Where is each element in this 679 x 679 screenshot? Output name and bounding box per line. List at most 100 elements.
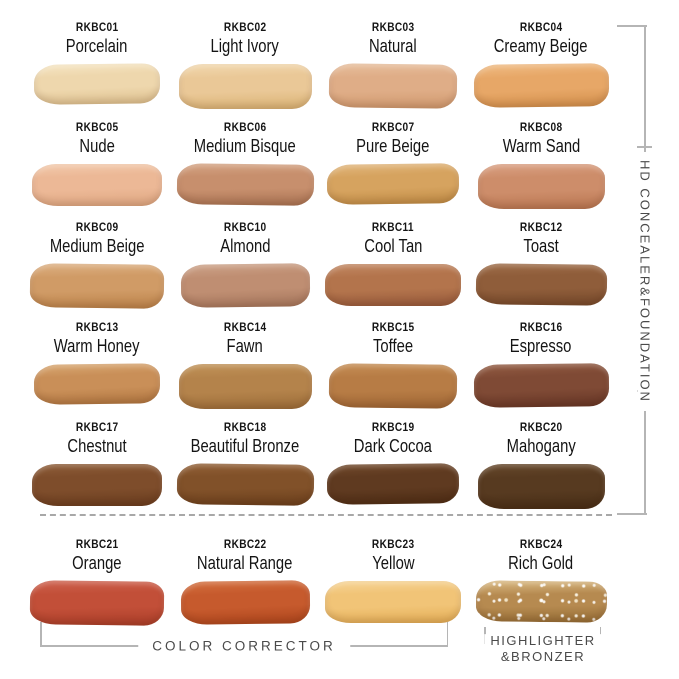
shade-code: RKBC07: [371, 122, 415, 134]
shade-name: Chestnut: [67, 435, 127, 457]
highlighter-bronzer-label: HIGHLIGHTER &BRONZER: [484, 633, 602, 665]
shade-code: RKBC13: [75, 322, 119, 334]
shade-name: Nude: [79, 135, 115, 157]
section-divider: [40, 514, 612, 516]
shade-code: RKBC11: [371, 222, 415, 234]
shade-item: RKBC18 Beautiful Bronze: [171, 414, 319, 514]
shade-name: Fawn: [226, 335, 264, 357]
shade-code: RKBC12: [519, 222, 563, 234]
shade-item: RKBC08 Warm Sand: [467, 114, 615, 214]
shade-item: RKBC06 Medium Bisque: [171, 114, 319, 214]
color-corrector-bracket-left-stub: [40, 622, 42, 646]
corrector-highlighter-grid: RKBC21 Orange RKBC22 Natural Range RKBC23 Yel…: [23, 531, 615, 631]
shade-item: RKBC15 Toffee: [319, 314, 467, 414]
shade-swatch: [176, 463, 314, 506]
shade-swatch: [326, 463, 460, 505]
right-bracket-bottom-corner: [617, 513, 647, 515]
shade-item: RKBC16 Espresso: [467, 314, 615, 414]
shade-name: Medium Bisque: [193, 135, 296, 157]
right-bracket-top-corner: [617, 25, 647, 27]
shade-code: RKBC16: [519, 322, 563, 334]
shade-item: RKBC02 Light Ivory: [171, 14, 319, 114]
shade-item: RKBC14 Fawn: [171, 314, 319, 414]
color-corrector-label: COLOR CORRECTOR: [138, 637, 350, 655]
concealer-foundation-grid: RKBC01 Porcelain RKBC02 Light Ivory RKBC03 Na…: [23, 14, 615, 514]
shade-code: RKBC01: [75, 22, 119, 34]
shade-item: RKBC19 Dark Cocoa: [319, 414, 467, 514]
concealer-foundation-label: HD CONCEALER&FOUNDATION: [637, 152, 653, 411]
right-bracket-tick-top: [637, 146, 652, 148]
shade-swatch: [475, 580, 607, 623]
shade-swatch: [29, 263, 165, 309]
shade-name: Espresso: [510, 335, 572, 357]
shade-code: RKBC21: [75, 539, 119, 551]
shade-item: RKBC13 Warm Honey: [23, 314, 171, 414]
shade-code: RKBC15: [371, 322, 415, 334]
shade-name: Almond: [219, 235, 271, 257]
shade-swatch: [325, 580, 461, 623]
shade-name: Toast: [523, 235, 559, 257]
shade-swatch: [477, 463, 605, 509]
shade-name: Pure Beige: [356, 135, 430, 157]
shade-code: RKBC02: [223, 22, 267, 34]
shade-swatch: [29, 580, 165, 626]
shade-code: RKBC09: [75, 222, 119, 234]
shade-item: RKBC07 Pure Beige: [319, 114, 467, 214]
shade-name: Medium Beige: [49, 235, 145, 257]
shade-code: RKBC20: [519, 422, 563, 434]
shade-name: Creamy Beige: [494, 35, 588, 57]
shade-swatch: [32, 463, 162, 506]
shade-swatch: [477, 163, 605, 209]
shade-item: RKBC20 Mahogany: [467, 414, 615, 514]
shade-code: RKBC08: [519, 122, 563, 134]
shade-code: RKBC10: [223, 222, 267, 234]
color-corrector-bracket-right-stub: [446, 622, 448, 646]
shade-swatch: [176, 163, 314, 206]
shade-item: RKBC11 Cool Tan: [319, 214, 467, 314]
shade-code: RKBC23: [371, 539, 415, 551]
shade-name: Porcelain: [66, 35, 128, 57]
shade-swatch: [180, 580, 310, 625]
shade-swatch: [475, 263, 607, 306]
shade-swatch: [180, 263, 310, 308]
shade-item: RKBC23 Yellow: [319, 531, 467, 631]
shade-name: Warm Sand: [502, 135, 580, 157]
shade-code: RKBC05: [75, 122, 119, 134]
shade-code: RKBC06: [223, 122, 267, 134]
shade-swatch: [328, 63, 458, 109]
shade-name: Natural: [369, 35, 417, 57]
shade-item: RKBC12 Toast: [467, 214, 615, 314]
shade-name: Warm Honey: [54, 335, 140, 357]
shade-item: RKBC05 Nude: [23, 114, 171, 214]
shade-swatch: [325, 263, 461, 306]
shade-swatch: [32, 163, 162, 206]
shade-name: Light Ivory: [210, 35, 280, 57]
shade-name: Cool Tan: [363, 235, 423, 257]
shade-swatch: [33, 363, 161, 405]
shade-swatch: [178, 363, 312, 409]
shade-code: RKBC14: [223, 322, 267, 334]
shade-item: RKBC24 Rich Gold: [467, 531, 615, 631]
shade-swatch: [473, 63, 609, 108]
shade-code: RKBC22: [223, 539, 267, 551]
shade-name: Natural Range: [197, 552, 293, 574]
highlighter-label-line1: HIGHLIGHTER: [484, 633, 602, 649]
shade-name: Mahogany: [506, 435, 576, 457]
shade-code: RKBC03: [371, 22, 415, 34]
shade-name: Yellow: [371, 552, 415, 574]
shade-code: RKBC17: [75, 422, 119, 434]
shade-item: RKBC04 Creamy Beige: [467, 14, 615, 114]
shade-swatch: [328, 363, 458, 409]
shade-name: Dark Cocoa: [353, 435, 433, 457]
shade-code: RKBC24: [519, 539, 563, 551]
shade-item: RKBC21 Orange: [23, 531, 171, 631]
shade-name: Rich Gold: [508, 552, 574, 574]
shade-swatch: [473, 363, 609, 408]
shade-name: Beautiful Bronze: [190, 435, 300, 457]
shade-code: RKBC04: [519, 22, 563, 34]
shade-swatch: [326, 163, 460, 205]
shade-code: RKBC18: [223, 422, 267, 434]
shade-code: RKBC19: [371, 422, 415, 434]
shade-name: Orange: [72, 552, 122, 574]
